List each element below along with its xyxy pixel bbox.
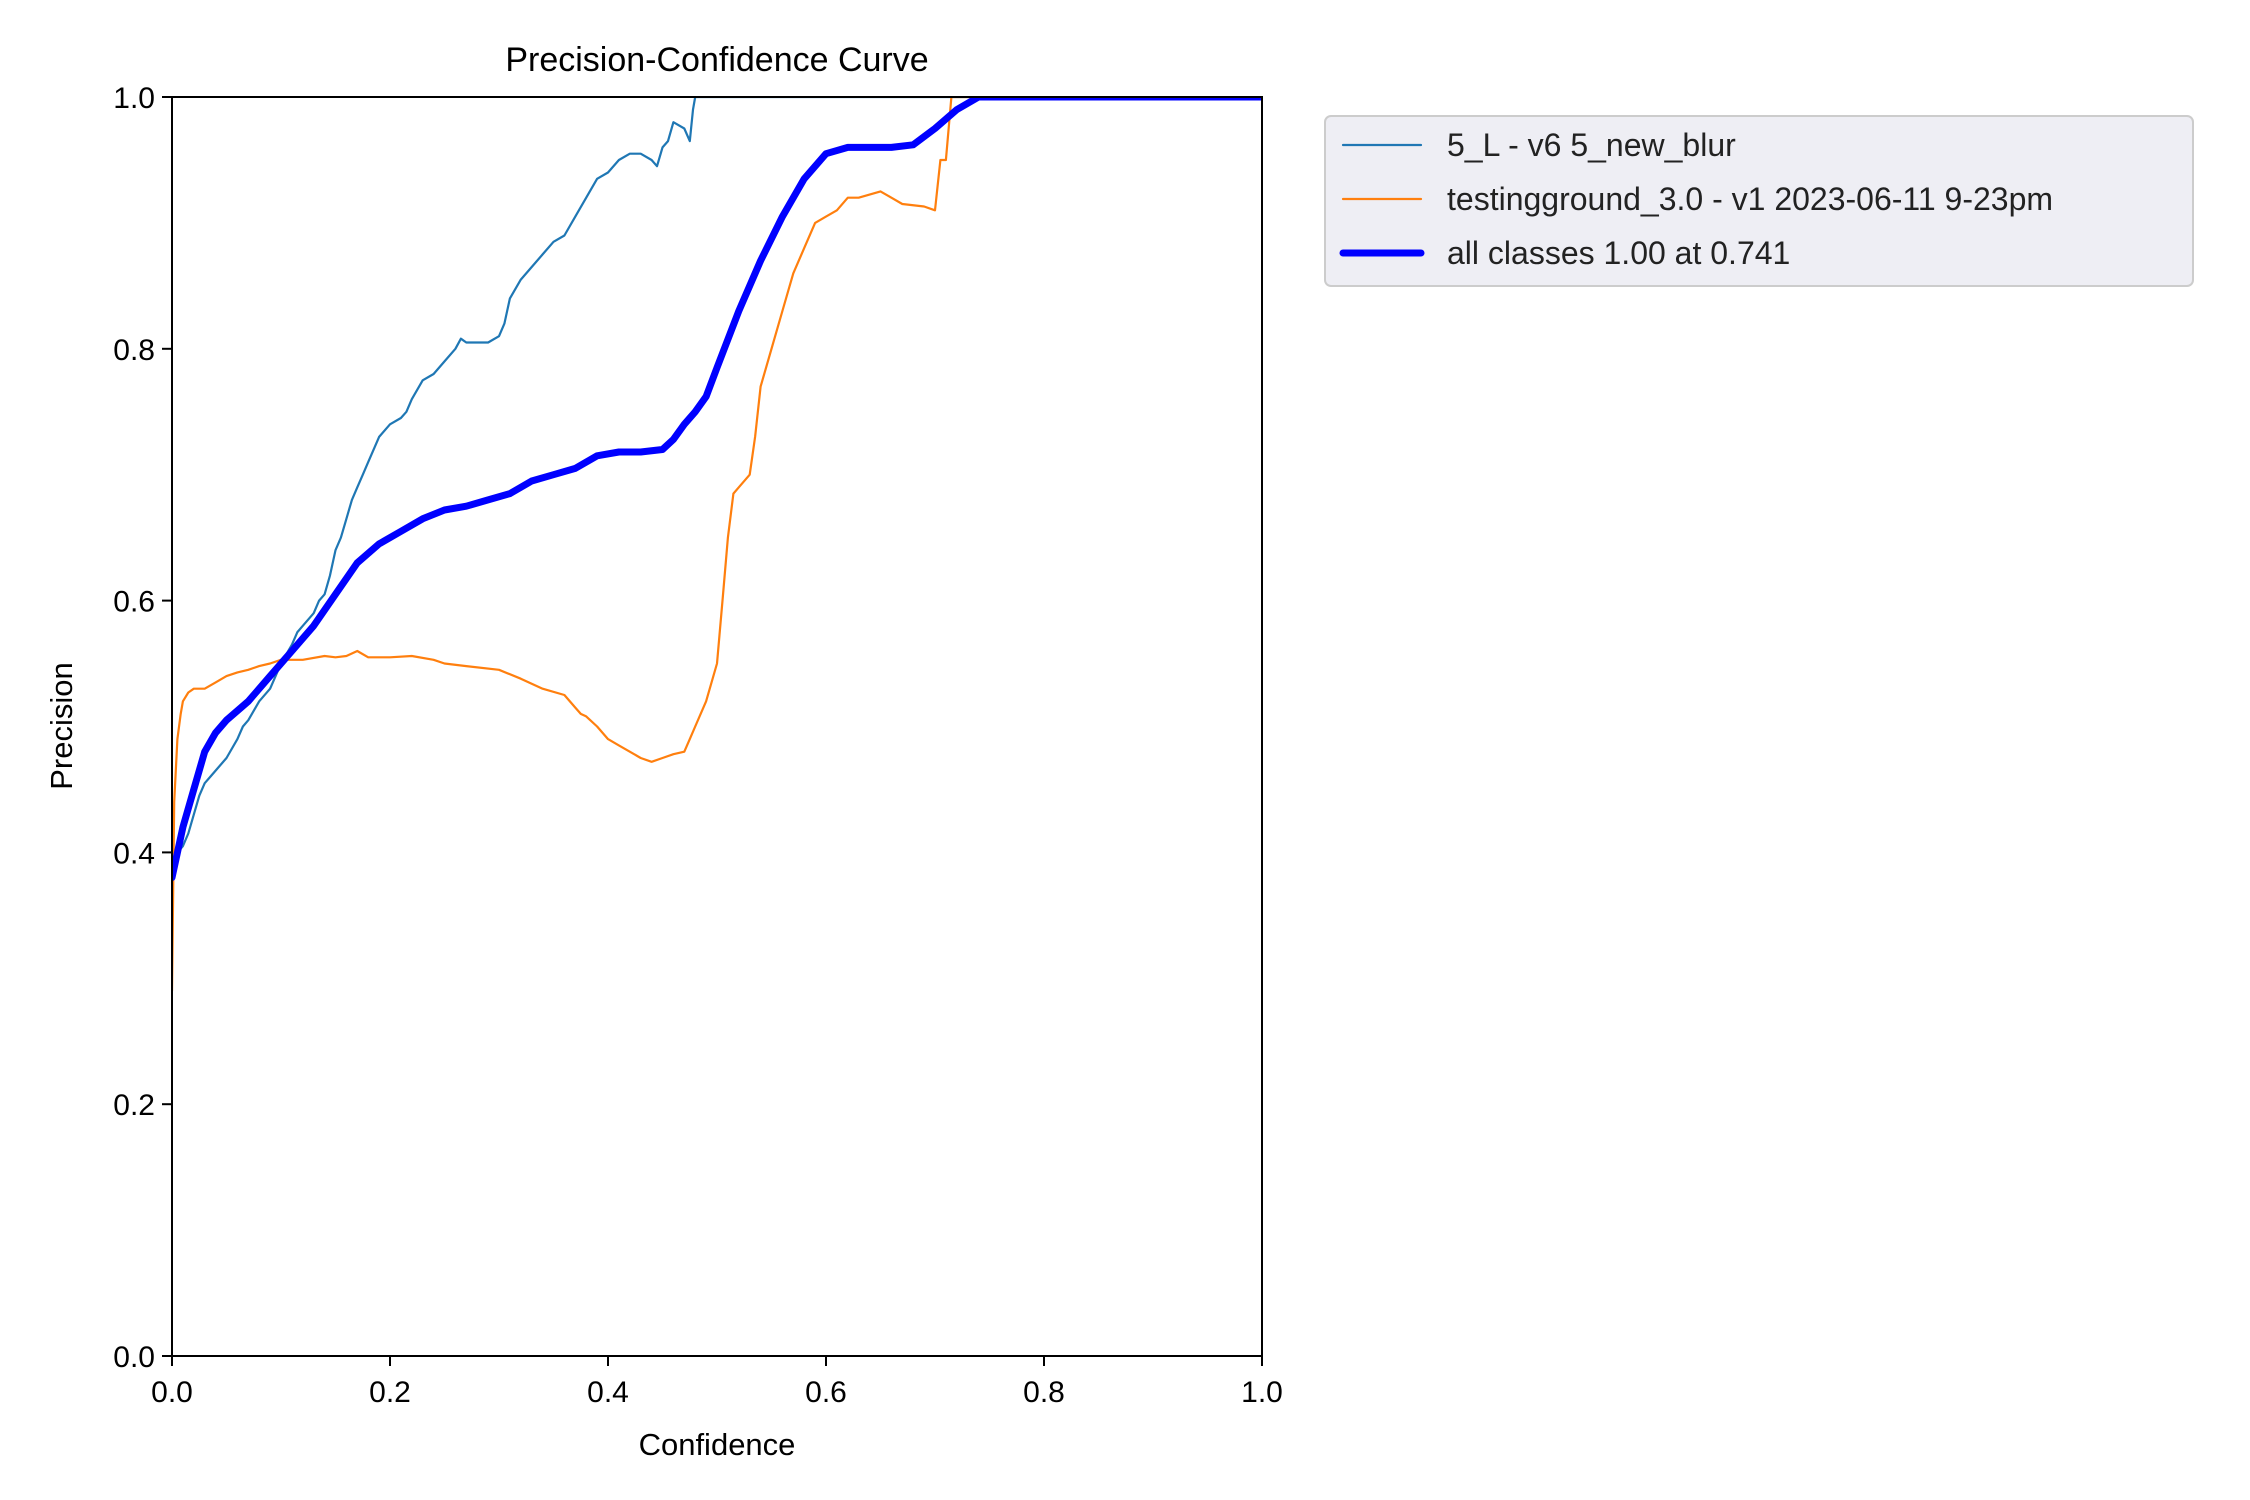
y-tick-label: 0.6 xyxy=(113,586,155,619)
y-axis-ticks: 0.0 0.2 0.4 0.6 0.8 1.0 xyxy=(113,82,172,1374)
series-line-3 xyxy=(172,96,1262,882)
legend-label: all classes 1.00 at 0.741 xyxy=(1447,235,1790,271)
series-line-1 xyxy=(172,96,1262,879)
x-tick-label: 1.0 xyxy=(1241,1376,1283,1409)
y-tick-label: 0.0 xyxy=(113,1341,155,1374)
series-line-2 xyxy=(172,96,1262,993)
y-tick-label: 0.2 xyxy=(113,1089,155,1122)
legend-label: 5_L - v6 5_new_blur xyxy=(1447,127,1736,163)
x-axis-label: Confidence xyxy=(639,1427,796,1462)
y-tick-label: 0.8 xyxy=(113,334,155,367)
y-axis-label: Precision xyxy=(44,662,79,790)
plot-frame xyxy=(171,96,1263,1357)
plot-background xyxy=(172,97,1262,1356)
legend-label: testingground_3.0 - v1 2023-06-11 9-23pm xyxy=(1447,181,2053,217)
x-tick-label: 0.0 xyxy=(151,1376,193,1409)
y-tick-label: 1.0 xyxy=(113,82,155,115)
x-tick-label: 0.2 xyxy=(369,1376,411,1409)
legend-box xyxy=(1324,115,2194,287)
chart-title: Precision-Confidence Curve xyxy=(505,41,928,79)
series-layer xyxy=(172,96,1262,993)
x-tick-label: 0.4 xyxy=(587,1376,629,1409)
x-tick-label: 0.8 xyxy=(1023,1376,1065,1409)
x-tick-label: 0.6 xyxy=(805,1376,847,1409)
legend: 5_L - v6 5_new_blur testingground_3.0 - v… xyxy=(1324,115,2194,287)
y-tick-label: 0.4 xyxy=(113,837,155,870)
x-axis-ticks: 0.0 0.2 0.4 0.6 0.8 1.0 xyxy=(151,1356,1283,1409)
